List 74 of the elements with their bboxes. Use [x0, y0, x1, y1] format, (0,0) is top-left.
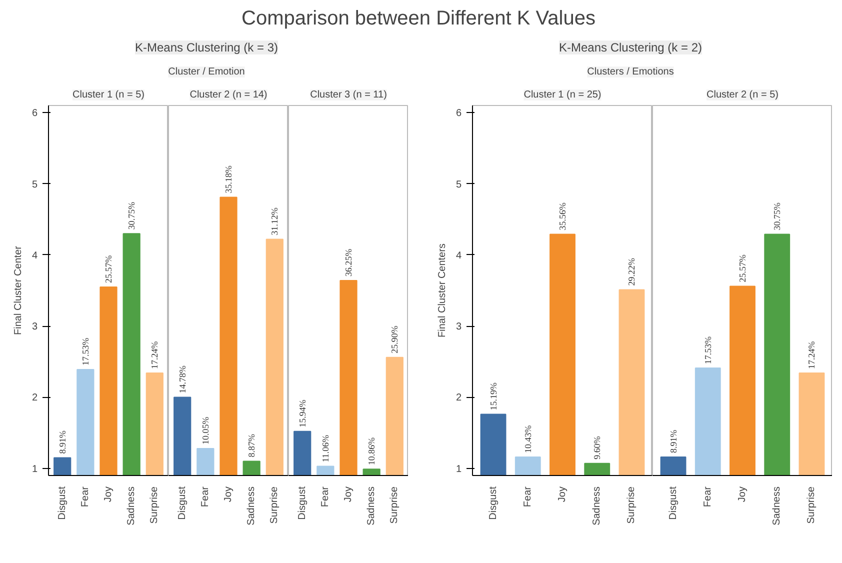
annotation: 15.19% [488, 382, 498, 410]
annotation: 10.43% [522, 424, 533, 453]
annotation: 25.57% [104, 254, 114, 283]
text: K-Means Clustering (k = 3) [134, 40, 278, 54]
y-tick-label: 1 [32, 464, 38, 475]
annotation: 25.90% [390, 325, 400, 354]
annotation: 15.94% [297, 399, 308, 428]
annotation: 17.53% [702, 336, 713, 364]
annotation: 25.57% [738, 254, 748, 282]
x-tick-label: Fear [320, 486, 331, 508]
x-tick-label: Surprise [806, 486, 818, 524]
annotation: 8.87% [246, 434, 257, 458]
annotation: 17.24% [150, 340, 160, 370]
x-tick-label: Sadness [592, 486, 603, 526]
chart-title: Cluster 2 (n = 14) [190, 90, 268, 100]
x-tick-label: Disgust [296, 486, 308, 520]
x-tick-label: Joy [737, 486, 748, 502]
chart-title: Cluster 1 (n = 25) [524, 90, 602, 100]
x-tick-label: Surprise [149, 486, 160, 524]
x-tick-label: Surprise [269, 486, 280, 524]
y-tick-label: 4 [32, 250, 38, 262]
y-tick-label: 2 [32, 392, 38, 404]
annotation: 29.22% [626, 258, 637, 286]
x-tick-label: Joy [223, 486, 234, 502]
x-tick-label: Sadness [772, 486, 783, 526]
x-tick-label: Disgust [488, 486, 499, 520]
x-tick-label: Sadness [366, 486, 378, 526]
annotation: 8.91% [668, 429, 678, 453]
annotation: 10.05% [200, 416, 210, 444]
x-tick-label: Disgust [176, 486, 188, 520]
x-tick-label: Fear [80, 486, 91, 508]
annotation: 9.60% [592, 436, 602, 460]
x-tick-label: Fear [200, 486, 211, 508]
x-tick-label: Joy [557, 486, 568, 502]
x-tick-label: Disgust [668, 486, 679, 520]
y-tick-label: 3 [32, 322, 38, 333]
annotation: 30.75% [772, 202, 782, 230]
x-tick-label: Disgust [56, 486, 68, 520]
annotation: 17.53% [80, 337, 90, 366]
y-tick-label: 2 [456, 392, 462, 404]
x-tick-label: Surprise [626, 486, 638, 524]
y-tick-label: 5 [456, 179, 462, 190]
annotation: 11.06% [320, 434, 330, 462]
y-tick-label: 6 [456, 108, 462, 120]
x-tick-label: Surprise [389, 486, 400, 524]
text: K-Means Clustering (k = 2) [558, 40, 702, 54]
annotation: 36.25% [344, 248, 354, 277]
annotation: 35.18% [224, 165, 234, 194]
annotation: 17.24% [806, 340, 817, 370]
annotation: 31.12% [270, 207, 280, 236]
annotation: 30.75% [126, 201, 137, 230]
y-tick-label: 4 [456, 250, 462, 262]
y-tick-label: 3 [456, 322, 462, 333]
x-tick-label: Fear [522, 486, 534, 508]
y-axis-title: Final Cluster Center [12, 245, 24, 335]
x-tick-label: Joy [103, 486, 114, 502]
x-tick-label: Sadness [126, 486, 138, 526]
y-tick-label: 5 [32, 179, 38, 190]
annotation: 8.91% [57, 430, 68, 454]
chart-title: Cluster 1 (n = 5) [72, 90, 144, 100]
y-tick-label: 1 [456, 464, 462, 475]
annotation: 10.86% [366, 436, 377, 466]
annotation: 14.78% [177, 364, 188, 394]
text: Clusters / Emotions [587, 66, 674, 78]
y-axis-title: Final Cluster Centers [436, 244, 448, 338]
text: Cluster / Emotion [168, 66, 245, 78]
chart-title: Cluster 3 (n = 11) [310, 90, 387, 100]
x-tick-label: Joy [343, 486, 354, 502]
y-tick-label: 6 [32, 108, 38, 120]
x-tick-label: Sadness [246, 486, 258, 526]
chart-title: Cluster 2 (n = 5) [706, 90, 778, 100]
annotation: 35.56% [558, 202, 568, 230]
x-tick-label: Fear [702, 486, 714, 508]
text: Comparison between Different K Values [242, 8, 596, 30]
